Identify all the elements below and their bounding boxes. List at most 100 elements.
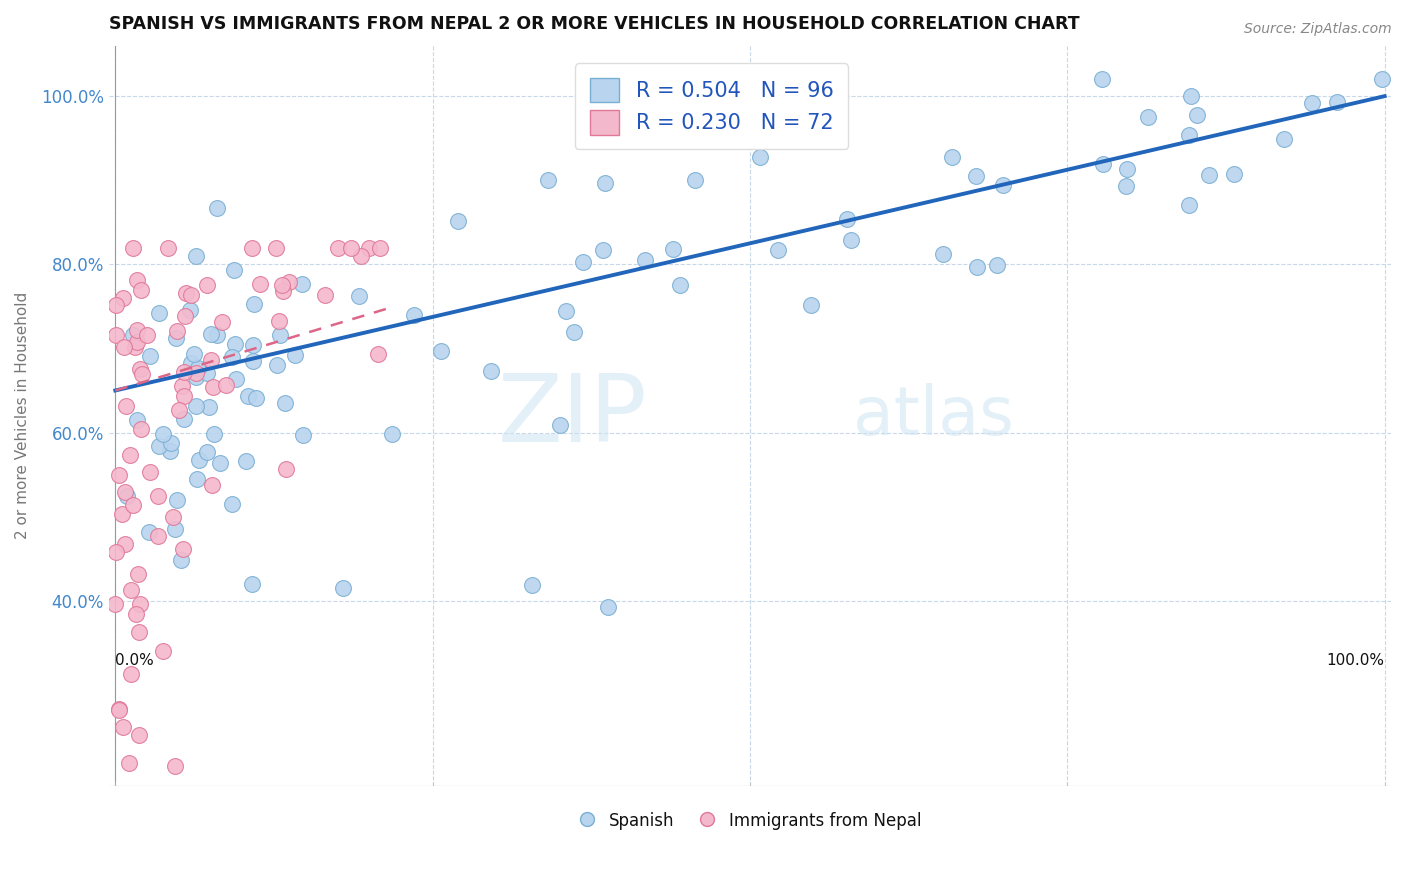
Point xyxy=(169,553,191,567)
Point xyxy=(205,201,228,215)
Point xyxy=(314,287,336,301)
Point xyxy=(240,240,263,254)
Point xyxy=(152,644,174,658)
Point xyxy=(179,302,201,317)
Point xyxy=(148,439,170,453)
Point xyxy=(105,328,128,343)
Point xyxy=(121,327,143,342)
Point xyxy=(225,372,247,386)
Point xyxy=(104,598,127,612)
Point xyxy=(200,353,222,368)
Text: SPANISH VS IMMIGRANTS FROM NEPAL 2 OR MORE VEHICLES IN HOUSEHOLD CORRELATION CHA: SPANISH VS IMMIGRANTS FROM NEPAL 2 OR MO… xyxy=(110,15,1080,33)
Point xyxy=(129,598,152,612)
Point xyxy=(127,566,149,581)
Point xyxy=(332,581,354,595)
Point xyxy=(111,507,134,521)
Point xyxy=(104,545,127,559)
Point xyxy=(986,258,1008,272)
Point xyxy=(1223,167,1246,181)
Point xyxy=(118,756,141,770)
Point xyxy=(187,452,209,467)
Point xyxy=(122,498,145,512)
Point xyxy=(115,489,138,503)
Point xyxy=(128,728,150,742)
Point xyxy=(183,347,205,361)
Point xyxy=(284,348,307,362)
Point xyxy=(291,428,314,442)
Point xyxy=(1091,72,1114,87)
Point xyxy=(340,240,363,254)
Point xyxy=(104,298,127,312)
Point xyxy=(211,315,233,329)
Point xyxy=(240,577,263,591)
Point xyxy=(479,363,502,377)
Point xyxy=(200,326,222,341)
Point xyxy=(166,324,188,338)
Point xyxy=(402,308,425,322)
Point xyxy=(326,240,349,254)
Point xyxy=(572,255,595,269)
Point xyxy=(114,537,136,551)
Point xyxy=(766,243,789,257)
Point xyxy=(215,377,238,392)
Point xyxy=(367,347,389,361)
Point xyxy=(941,150,963,164)
Point xyxy=(201,380,224,394)
Point xyxy=(245,392,267,406)
Point xyxy=(160,436,183,450)
Point xyxy=(128,625,150,640)
Point xyxy=(139,465,162,479)
Point xyxy=(278,275,301,289)
Point xyxy=(1092,157,1115,171)
Point xyxy=(173,365,195,379)
Point xyxy=(266,240,288,254)
Point xyxy=(1178,128,1201,142)
Point xyxy=(114,484,136,499)
Point xyxy=(166,493,188,508)
Point xyxy=(198,400,221,414)
Text: atlas: atlas xyxy=(852,383,1014,449)
Point xyxy=(120,582,142,597)
Point xyxy=(235,453,257,467)
Point xyxy=(224,263,246,277)
Point xyxy=(186,472,208,486)
Point xyxy=(180,356,202,370)
Point xyxy=(1180,89,1202,103)
Point xyxy=(173,389,195,403)
Point xyxy=(115,400,138,414)
Point xyxy=(1137,110,1160,124)
Point xyxy=(1301,95,1323,110)
Point xyxy=(349,289,371,303)
Point xyxy=(430,344,453,359)
Point xyxy=(350,249,373,263)
Point xyxy=(749,150,772,164)
Point xyxy=(167,403,190,417)
Point xyxy=(172,541,194,556)
Point xyxy=(634,253,657,268)
Point xyxy=(932,247,955,261)
Point xyxy=(1178,197,1201,211)
Point xyxy=(359,240,381,254)
Point xyxy=(120,667,142,681)
Point xyxy=(592,244,614,258)
Point xyxy=(129,284,152,298)
Point xyxy=(157,240,180,254)
Point xyxy=(562,325,585,339)
Point xyxy=(111,291,134,305)
Point xyxy=(128,361,150,376)
Point xyxy=(1326,95,1348,110)
Point xyxy=(170,378,193,392)
Text: 100.0%: 100.0% xyxy=(1327,653,1385,667)
Point xyxy=(966,260,988,274)
Point xyxy=(186,249,208,263)
Point xyxy=(276,462,298,476)
Point xyxy=(131,367,153,381)
Point xyxy=(370,240,392,254)
Point xyxy=(129,422,152,436)
Point xyxy=(839,233,862,247)
Text: ZIP: ZIP xyxy=(498,369,647,462)
Point xyxy=(662,242,685,256)
Point xyxy=(209,456,232,470)
Point xyxy=(162,509,184,524)
Point xyxy=(127,413,149,427)
